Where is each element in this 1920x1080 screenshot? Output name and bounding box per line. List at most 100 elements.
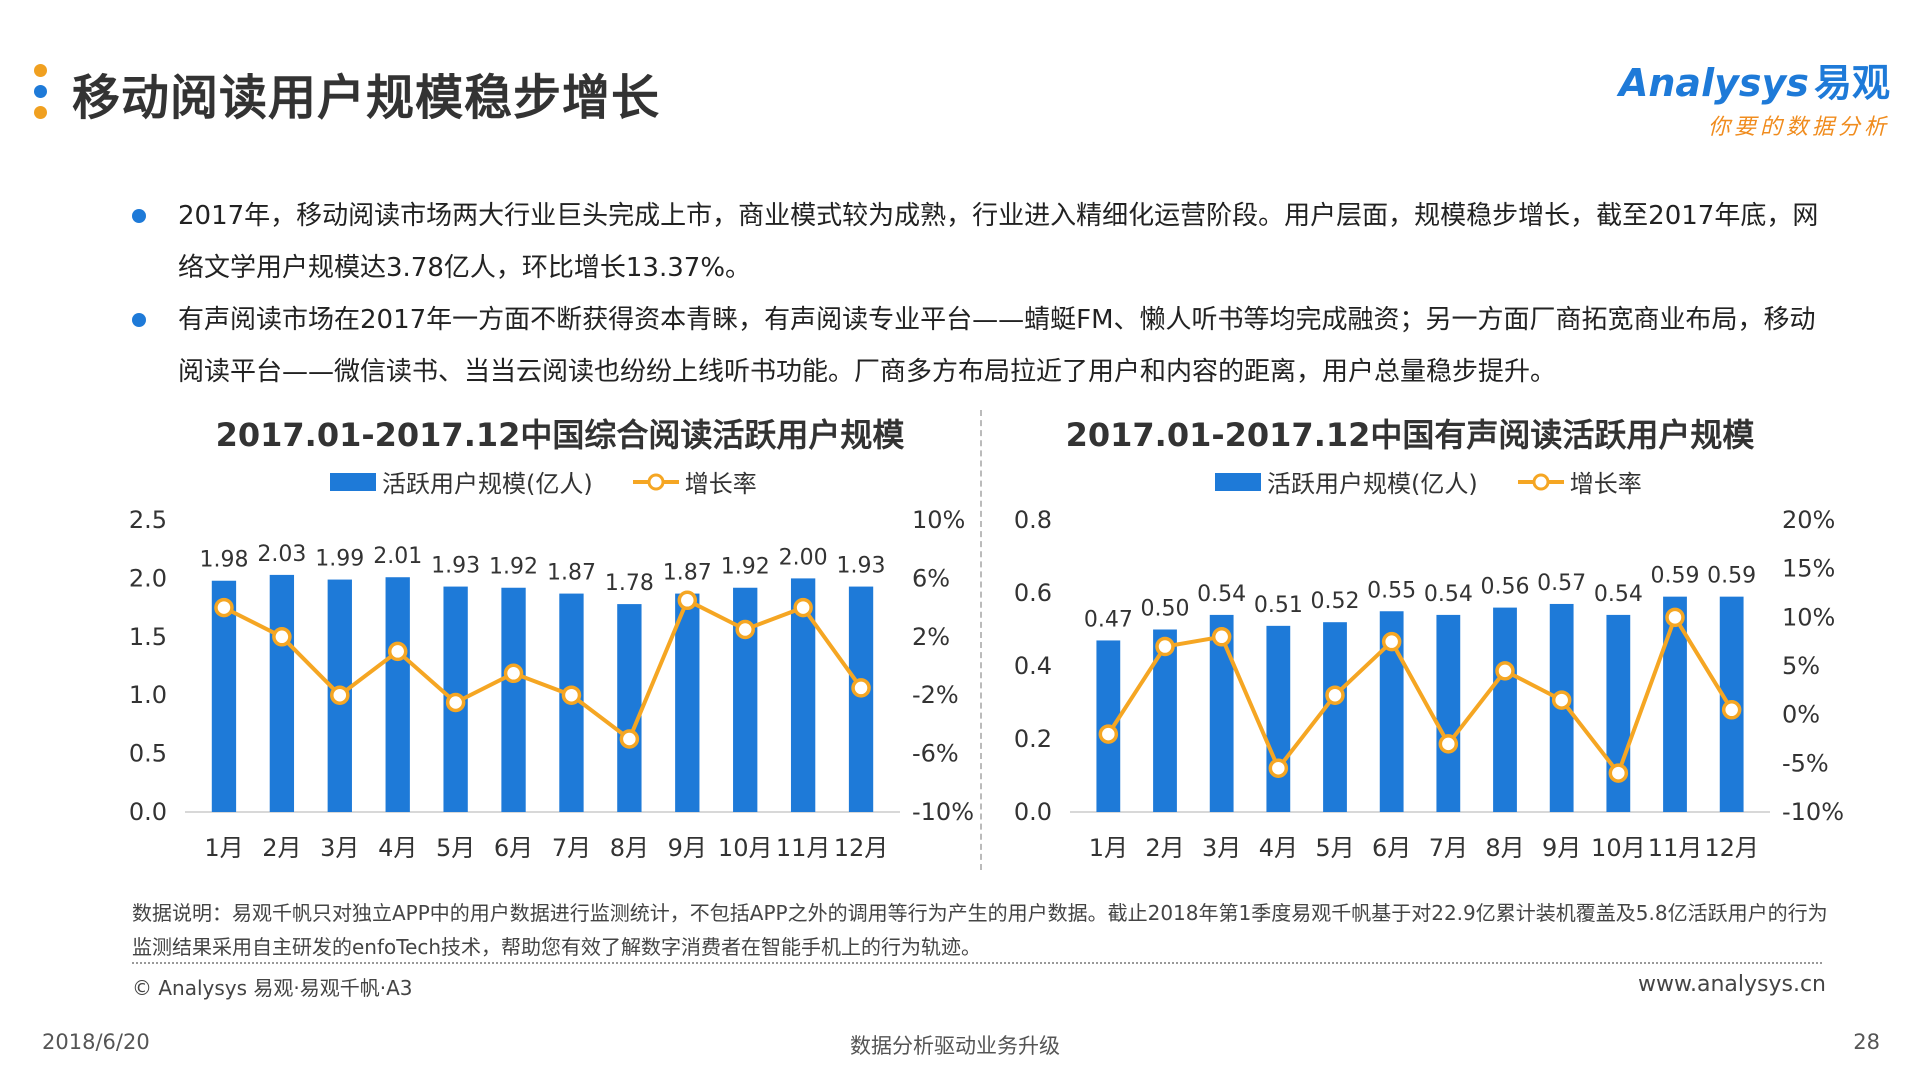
bar (1266, 625, 1291, 812)
dot-3 (34, 106, 47, 119)
y-tick-label: 0.8 (1014, 506, 1052, 534)
y2-tick-label: 5% (1782, 652, 1820, 680)
title-dots (34, 64, 50, 127)
x-tick-label: 11月 (776, 834, 831, 862)
bar-value-label: 1.87 (663, 561, 712, 586)
growth-point (1721, 700, 1742, 720)
chart-1-legend: 活跃用户规模(亿人) 增长率 (330, 464, 757, 499)
x-tick-label: 3月 (1202, 834, 1241, 862)
bar (1436, 614, 1461, 812)
y2-tick-label: -5% (1782, 749, 1829, 777)
y-tick-label: 2.5 (129, 506, 167, 534)
bullet-item: 有声阅读市场在2017年一方面不断获得资本青睐，有声阅读专业平台——蜻蜓FM、懒… (132, 294, 1832, 398)
bar-value-label: 1.92 (721, 555, 770, 580)
legend-line-label: 增长率 (684, 470, 757, 498)
bar-value-label: 0.57 (1537, 571, 1586, 596)
growth-point (445, 692, 466, 713)
legend-bar-label: 活跃用户规模(亿人) (382, 470, 593, 498)
growth-point (1268, 758, 1289, 778)
growth-point (1211, 627, 1232, 647)
y-tick-label: 1.5 (129, 623, 167, 651)
bar-value-label: 1.92 (489, 555, 538, 580)
footer-date: 2018/6/20 (42, 1030, 150, 1054)
chart-2-plot: 0.0 0.2 0.4 0.6 0.8 -10% -5% 0% 5% 10% 15% 20% 0.47 1… (1014, 506, 1844, 862)
x-tick-label: 12月 (834, 834, 889, 862)
chart-1-title: 2017.01-2017.12中国综合阅读活跃用户规模 (215, 416, 905, 454)
x-tick-label: 2月 (262, 834, 301, 862)
bar (617, 604, 642, 812)
footer-page: 28 (1853, 1030, 1880, 1054)
x-tick-label: 8月 (1485, 834, 1524, 862)
chart-1-plot: 0.0 0.5 1.0 1.5 2.0 2.5 -10% -6% -2% 2% 6% 10% 1.98 1… (129, 506, 974, 862)
x-tick-label: 7月 (1429, 834, 1468, 862)
legend-bar-label: 活跃用户规模(亿人) (1267, 470, 1478, 498)
bar-value-label: 0.56 (1481, 575, 1530, 600)
bar-value-label: 0.59 (1651, 564, 1700, 589)
bar (1209, 614, 1234, 812)
footer-slogan: 数据分析驱动业务升级 (850, 1034, 1060, 1058)
growth-line (1106, 612, 1734, 778)
y-tick-label: 0.2 (1014, 725, 1052, 753)
x-tick-label: 6月 (1372, 834, 1411, 862)
growth-point (503, 663, 524, 684)
bar (1153, 629, 1177, 812)
y2-tick-label: 10% (1782, 603, 1835, 631)
bar (1493, 607, 1517, 812)
logo-cn: 易观 (1813, 61, 1890, 105)
x-tick-label: 5月 (436, 834, 475, 862)
growth-point (1098, 724, 1119, 744)
bar (501, 587, 526, 812)
website-link[interactable]: www.analysys.cn (1638, 972, 1826, 997)
bar-value-label: 0.54 (1594, 582, 1643, 607)
bar (385, 577, 410, 812)
growth-point (272, 627, 292, 647)
x-tick-label: 10月 (1591, 834, 1646, 862)
bar (1379, 611, 1404, 812)
y-tick-label: 0.0 (1014, 798, 1052, 826)
bar-value-label: 2.03 (257, 542, 306, 567)
x-tick-label: 4月 (378, 834, 417, 862)
y-tick-label: 0.5 (129, 740, 167, 768)
bar (675, 593, 700, 812)
bar-value-label: 0.50 (1141, 597, 1190, 622)
x-tick-label: 7月 (552, 834, 591, 862)
growth-point (1325, 685, 1345, 705)
growth-point (214, 597, 234, 618)
growth-point (1381, 631, 1402, 652)
x-tick-label: 10月 (718, 834, 773, 862)
legend-line-swatch (632, 473, 679, 490)
growth-point (677, 590, 698, 611)
legend-bar-swatch (1215, 472, 1261, 491)
growth-point (851, 678, 871, 698)
x-tick-label: 2月 (1145, 834, 1184, 862)
bar (1663, 596, 1687, 812)
x-tick-label: 3月 (320, 834, 359, 862)
y2-tick-label: -10% (1782, 798, 1844, 826)
x-tick-label: 12月 (1704, 834, 1759, 862)
bar-value-label: 1.98 (199, 548, 248, 573)
y2-tick-label: -6% (912, 740, 959, 768)
x-tick-label: 8月 (610, 834, 649, 862)
bar-value-label: 0.52 (1311, 589, 1360, 614)
bullet-list: 2017年，移动阅读市场两大行业巨头完成上市，商业模式较为成熟，行业进入精细化运… (132, 190, 1832, 398)
growth-point (793, 597, 813, 618)
y2-tick-label: -10% (912, 798, 974, 826)
note-divider (132, 962, 1822, 964)
x-tick-label: 1月 (204, 834, 243, 862)
legend-line-label: 增长率 (1569, 470, 1642, 498)
chart-2-legend: 活跃用户规模(亿人) 增长率 (1215, 464, 1642, 499)
growth-point (387, 641, 408, 662)
bar (269, 574, 295, 812)
dot-1 (34, 64, 47, 77)
chart-divider (980, 410, 982, 870)
legend-line-item: 增长率 (632, 464, 757, 499)
growth-point (735, 619, 755, 640)
legend-line-swatch (1517, 473, 1564, 490)
bar-value-label: 0.54 (1424, 582, 1473, 607)
bar-value-label: 0.51 (1254, 593, 1303, 618)
y2-tick-label: 2% (912, 623, 950, 651)
bar-value-label: 1.78 (605, 571, 654, 596)
growth-point (1665, 607, 1685, 628)
growth-point (1438, 734, 1459, 754)
growth-line (223, 597, 863, 743)
